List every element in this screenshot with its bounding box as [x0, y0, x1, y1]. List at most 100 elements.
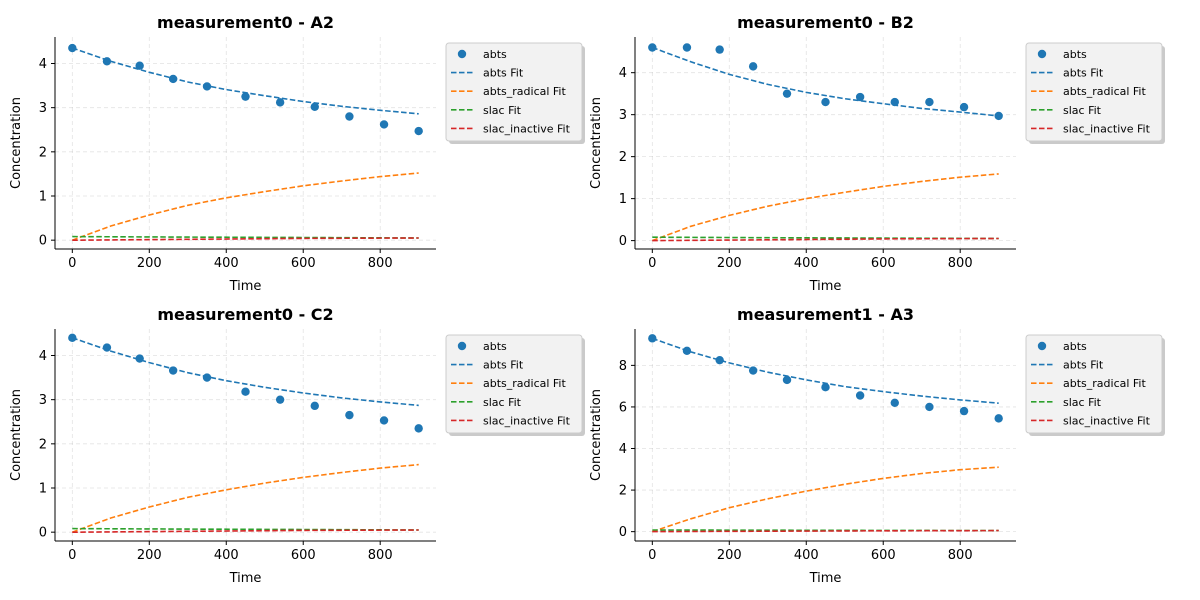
data-point — [168, 74, 178, 84]
data-point — [959, 406, 969, 416]
y-tick-label: 4 — [39, 349, 47, 364]
x-tick-label: 400 — [794, 548, 819, 563]
legend-frame — [1025, 42, 1163, 142]
data-point — [379, 416, 389, 425]
y-axis-label: Concentration — [9, 389, 24, 481]
series-line — [652, 46, 999, 117]
x-axis-label: Time — [809, 279, 842, 294]
data-point — [925, 97, 934, 107]
series-line — [652, 337, 999, 404]
y-tick-label: 3 — [619, 108, 627, 123]
data-point — [379, 120, 389, 129]
data-point — [168, 366, 178, 375]
series-line — [652, 529, 999, 533]
x-tick-label: 600 — [871, 256, 896, 271]
x-tick-label: 400 — [794, 256, 819, 271]
data-point — [855, 92, 865, 102]
legend-label: slac_inactive Fit — [1063, 122, 1151, 135]
subplot: 0 200 400 600 800 0 1 2 3 4 measurement0 - A2 Time C… — [9, 13, 585, 294]
x-tick-label: 200 — [137, 548, 162, 563]
series-line — [72, 337, 419, 407]
data-point — [102, 57, 112, 66]
x-tick-label: 400 — [214, 256, 239, 271]
legend: abts abts Fit abts_radical Fit slac Fit slac… — [1025, 42, 1165, 144]
series-line — [652, 173, 999, 242]
x-tick-label: 800 — [368, 548, 393, 563]
data-point — [102, 343, 112, 352]
data-point — [715, 355, 724, 365]
data-point — [855, 391, 865, 400]
subplot: 0 200 400 600 800 0 2 4 6 8 measurement1 - A3 Time C… — [589, 305, 1165, 586]
data-point — [959, 102, 969, 112]
data-point — [648, 43, 657, 52]
series-line — [652, 237, 999, 242]
x-tick-label: 800 — [948, 548, 973, 563]
data-point — [715, 45, 724, 54]
data-point — [994, 414, 1003, 423]
y-axis-label: Concentration — [9, 97, 24, 189]
x-tick-label: 0 — [68, 256, 76, 271]
y-tick-label: 2 — [39, 437, 47, 452]
data-point — [994, 111, 1003, 121]
x-tick-label: 600 — [291, 256, 316, 271]
data-point — [202, 373, 212, 382]
y-tick-label: 6 — [619, 400, 627, 415]
data-point — [748, 366, 758, 375]
y-tick-label: 0 — [39, 526, 47, 541]
subplot: 0 200 400 600 800 0 1 2 3 4 measurement0 - B2 Time C… — [589, 13, 1165, 294]
series-line — [72, 527, 419, 531]
series-line — [72, 237, 419, 241]
legend-label: abts Fit — [483, 359, 524, 372]
y-axis-label: Concentration — [589, 97, 604, 189]
legend-label: slac_inactive Fit — [1063, 414, 1151, 427]
data-point — [782, 375, 792, 385]
data-point — [748, 62, 758, 71]
y-tick-label: 1 — [39, 190, 47, 205]
data-point — [414, 126, 423, 136]
legend-marker — [457, 49, 467, 59]
series-line — [72, 235, 419, 239]
data-point — [68, 43, 77, 53]
legend: abts abts Fit abts_radical Fit slac Fit slac… — [1025, 334, 1165, 436]
data-point — [682, 346, 692, 356]
y-tick-label: 4 — [619, 442, 627, 457]
series-line — [72, 529, 419, 533]
data-point — [275, 98, 285, 107]
legend-label: slac_inactive Fit — [483, 414, 571, 427]
legend-label: abts — [483, 48, 507, 61]
x-tick-label: 400 — [214, 548, 239, 563]
data-point — [310, 401, 319, 411]
chart-title: measurement1 - A3 — [737, 305, 914, 324]
subplot: 0 200 400 600 800 0 1 2 3 4 measurement0 - C2 Time C… — [9, 305, 585, 586]
legend-label: abts_radical Fit — [1063, 85, 1146, 98]
data-point — [202, 82, 212, 91]
data-point — [890, 97, 899, 107]
y-tick-label: 2 — [619, 150, 627, 165]
data-point — [345, 112, 354, 121]
data-point — [821, 382, 830, 392]
data-point — [890, 398, 899, 407]
x-tick-label: 200 — [137, 256, 162, 271]
legend-label: slac Fit — [483, 104, 522, 117]
x-tick-label: 200 — [717, 256, 742, 271]
x-axis-label: Time — [229, 571, 262, 586]
x-tick-label: 0 — [68, 548, 76, 563]
chart-title: measurement0 - C2 — [157, 305, 333, 324]
legend: abts abts Fit abts_radical Fit slac Fit slac… — [445, 334, 585, 436]
y-tick-label: 1 — [619, 192, 627, 207]
x-axis-label: Time — [229, 279, 262, 294]
legend-label: slac Fit — [1063, 396, 1102, 409]
x-tick-label: 0 — [648, 256, 656, 271]
x-tick-label: 600 — [871, 548, 896, 563]
data-point — [135, 61, 144, 70]
legend-label: slac Fit — [1063, 104, 1102, 117]
legend-label: slac_inactive Fit — [483, 122, 571, 135]
legend-frame — [445, 334, 583, 434]
y-tick-label: 1 — [39, 482, 47, 497]
legend-frame — [445, 42, 583, 142]
x-tick-label: 0 — [648, 548, 656, 563]
series-line — [72, 172, 419, 241]
data-point — [241, 387, 250, 396]
series-line — [652, 236, 999, 240]
